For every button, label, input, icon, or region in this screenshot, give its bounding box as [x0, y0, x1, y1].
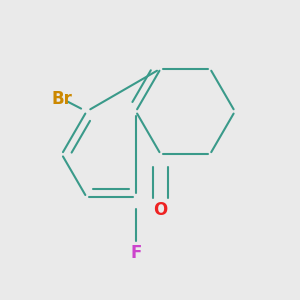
Text: O: O [154, 201, 168, 219]
Text: Br: Br [51, 90, 72, 108]
Text: F: F [130, 244, 142, 262]
